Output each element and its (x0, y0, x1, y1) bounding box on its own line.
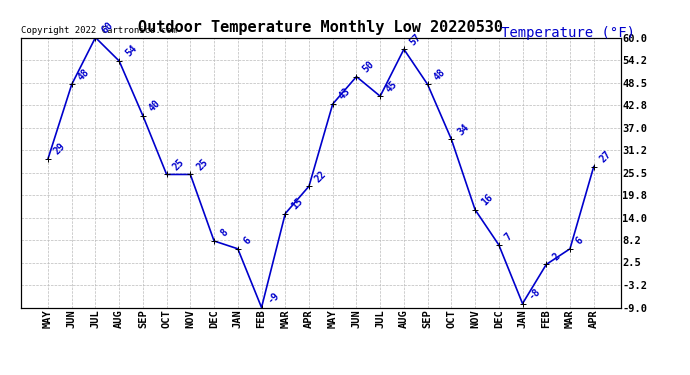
Text: 15: 15 (289, 196, 305, 211)
Text: 60: 60 (99, 20, 115, 35)
Text: Copyright 2022 Cartronics.com: Copyright 2022 Cartronics.com (21, 26, 177, 35)
Text: 57: 57 (408, 32, 424, 47)
Text: 16: 16 (480, 192, 495, 207)
Text: 25: 25 (171, 157, 186, 172)
Text: 34: 34 (455, 122, 471, 137)
Text: 22: 22 (313, 169, 328, 184)
Text: 48: 48 (432, 67, 447, 82)
Text: -8: -8 (526, 286, 542, 302)
Text: 7: 7 (503, 231, 514, 243)
Text: 8: 8 (218, 228, 230, 239)
Text: 25: 25 (195, 157, 210, 172)
Text: 54: 54 (124, 44, 139, 59)
Text: 6: 6 (242, 236, 253, 247)
Text: 27: 27 (598, 149, 613, 165)
Text: 40: 40 (147, 98, 162, 114)
Text: 50: 50 (361, 59, 376, 75)
Text: -9: -9 (266, 290, 281, 305)
Text: 2: 2 (551, 251, 562, 262)
Text: 6: 6 (574, 236, 585, 247)
Text: 45: 45 (384, 79, 400, 94)
Title: Outdoor Temperature Monthly Low 20220530: Outdoor Temperature Monthly Low 20220530 (139, 20, 503, 35)
Text: 43: 43 (337, 87, 353, 102)
Text: Temperature (°F): Temperature (°F) (501, 26, 635, 40)
Text: 29: 29 (52, 141, 68, 157)
Text: 48: 48 (76, 67, 91, 82)
